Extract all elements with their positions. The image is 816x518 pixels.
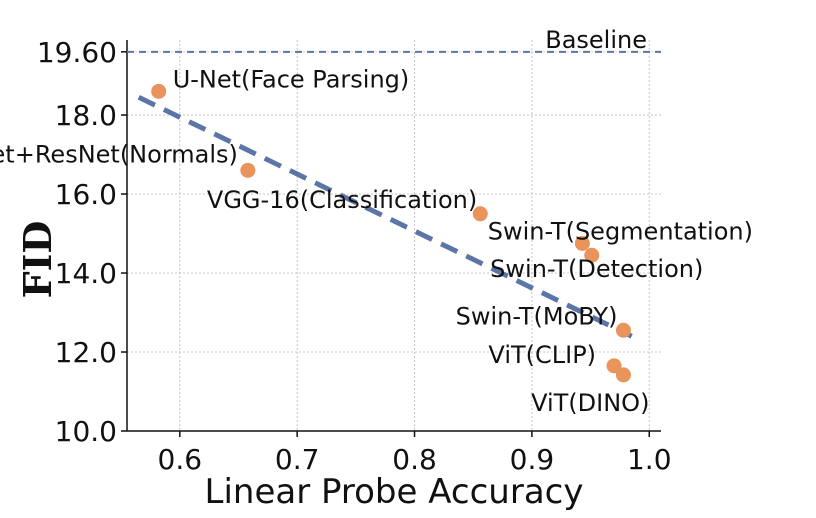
data-point-label: Swin-T(MoBY): [456, 302, 618, 330]
y-tick-label: 14.0: [55, 257, 117, 290]
data-point: [615, 322, 631, 338]
data-point: [240, 162, 256, 178]
y-tick-label: 12.0: [55, 336, 117, 369]
x-tick-label: 0.8: [392, 443, 437, 476]
data-point: [615, 367, 631, 383]
y-axis-label: FID: [15, 221, 60, 299]
data-point-label: Swin-T(Detection): [490, 255, 703, 283]
data-point: [606, 358, 622, 374]
x-axis-label: Linear Probe Accuracy: [205, 472, 584, 512]
data-point-label: ViT(CLIP): [488, 341, 596, 369]
y-tick-label: 18.0: [55, 99, 117, 132]
x-tick-label: 0.6: [158, 443, 203, 476]
data-point: [574, 235, 590, 251]
data-point-label: U-Net+ResNet(Normals): [0, 140, 238, 168]
y-tick-label: 19.60: [37, 36, 117, 69]
baseline-label: Baseline: [545, 26, 647, 54]
data-point-label: U-Net(Face Parsing): [173, 65, 410, 93]
data-point: [472, 206, 488, 222]
x-tick-label: 0.9: [510, 443, 555, 476]
data-point-label: VGG-16(Classification): [207, 186, 477, 214]
y-tick-label: 10.0: [55, 415, 117, 448]
data-point: [584, 247, 600, 263]
points-layer: U-Net(Face Parsing) U-Net+ResNet(Normals)…: [0, 65, 753, 417]
grid-layer: [127, 40, 661, 432]
data-point: [151, 83, 167, 99]
x-tick-label: 1.0: [627, 443, 672, 476]
data-point-label: ViT(DINO): [531, 389, 649, 417]
trend-line: [137, 95, 633, 339]
y-tick-label: 16.0: [55, 178, 117, 211]
data-point-label: Swin-T(Segmentation): [488, 217, 753, 245]
x-tick-label: 0.7: [275, 443, 320, 476]
tick-layer: 0.6 0.7 0.8 0.9 1.0 10.0 12.0 14.0 16.0 18.0 19.60: [37, 36, 672, 476]
